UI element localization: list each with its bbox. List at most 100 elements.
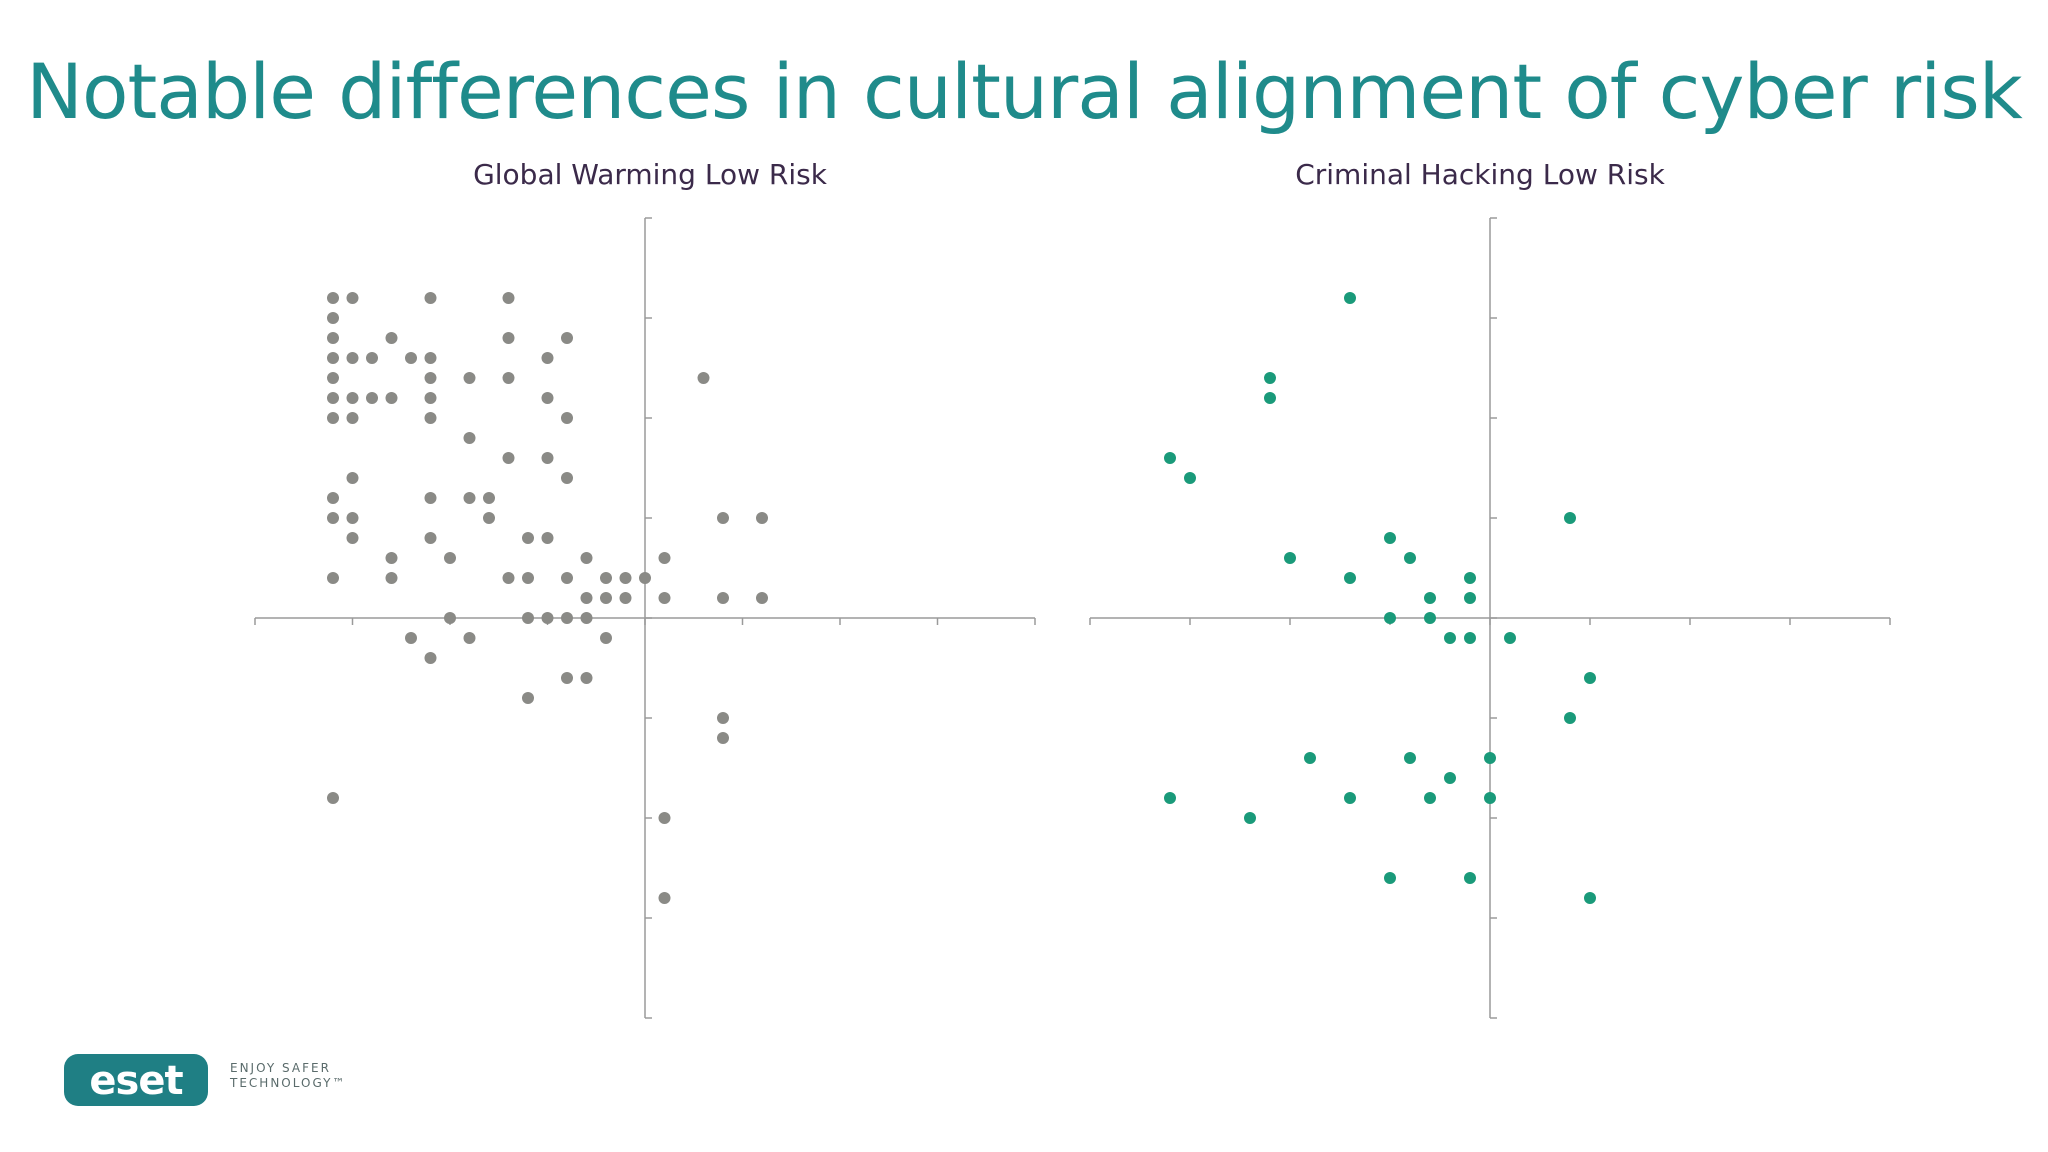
data-point	[502, 452, 515, 464]
data-point	[541, 532, 554, 544]
data-point	[346, 412, 359, 424]
data-point	[561, 412, 573, 424]
data-point	[463, 632, 476, 644]
data-point	[717, 592, 729, 604]
data-point	[327, 332, 339, 344]
chart-title: Criminal Hacking Low Risk	[1295, 158, 1665, 191]
data-point	[561, 612, 573, 624]
data-point	[522, 612, 534, 624]
data-point	[1464, 572, 1476, 584]
data-point	[1404, 552, 1416, 564]
data-point	[1484, 792, 1496, 804]
data-point	[346, 392, 359, 404]
data-point	[1284, 552, 1296, 564]
data-point	[327, 292, 339, 304]
data-point	[1484, 752, 1496, 764]
data-point	[1184, 472, 1196, 484]
data-point	[444, 552, 456, 564]
data-point	[424, 352, 437, 364]
data-point	[658, 812, 671, 824]
data-point	[1344, 572, 1356, 584]
data-point	[1464, 872, 1476, 884]
data-point	[1384, 612, 1396, 624]
data-point	[1164, 792, 1176, 804]
data-point	[1444, 772, 1456, 784]
data-point	[346, 472, 359, 484]
data-point	[424, 372, 437, 384]
data-point	[561, 332, 573, 344]
data-point	[658, 892, 671, 904]
data-point	[502, 572, 515, 584]
scatter-plot-criminal-hacking	[1089, 217, 1891, 1019]
data-point	[541, 352, 554, 364]
data-point	[1564, 712, 1576, 724]
data-point	[346, 292, 359, 304]
data-point	[327, 792, 339, 804]
data-point	[327, 572, 339, 584]
data-point	[366, 352, 378, 364]
data-point	[1344, 792, 1356, 804]
data-point	[405, 352, 417, 364]
data-point	[327, 392, 339, 404]
data-point	[483, 512, 495, 524]
data-point	[522, 692, 534, 704]
data-point	[541, 392, 554, 404]
data-point	[327, 512, 339, 524]
data-point	[717, 732, 729, 744]
data-point	[580, 552, 593, 564]
data-point	[619, 572, 632, 584]
data-point	[327, 492, 339, 504]
data-point	[522, 532, 534, 544]
data-point	[561, 472, 573, 484]
data-point	[1424, 612, 1436, 624]
data-point	[385, 552, 398, 564]
data-point	[1444, 632, 1456, 644]
data-point	[561, 572, 573, 584]
data-point	[600, 572, 612, 584]
data-point	[463, 432, 476, 444]
data-point	[541, 612, 554, 624]
data-point	[600, 632, 612, 644]
page-title: Notable differences in cultural alignmen…	[26, 47, 2023, 136]
data-point	[756, 512, 768, 524]
chart-global-warming: Global Warming Low Risk	[230, 150, 1070, 1020]
data-point	[385, 392, 398, 404]
data-point	[463, 492, 476, 504]
data-point	[1384, 872, 1396, 884]
data-point	[346, 512, 359, 524]
data-point	[346, 532, 359, 544]
data-point	[619, 592, 632, 604]
data-point	[717, 512, 729, 524]
data-point	[1384, 532, 1396, 544]
data-point	[1304, 752, 1316, 764]
data-point	[327, 312, 339, 324]
data-point	[1264, 372, 1276, 384]
data-point	[463, 372, 476, 384]
data-point	[1464, 632, 1476, 644]
data-point	[1264, 392, 1276, 404]
data-point	[717, 712, 729, 724]
data-point	[600, 592, 612, 604]
data-point	[424, 532, 437, 544]
data-point	[346, 352, 359, 364]
data-point	[658, 592, 671, 604]
data-point	[658, 552, 671, 564]
data-point	[1424, 592, 1436, 604]
data-point	[502, 292, 515, 304]
data-point	[385, 332, 398, 344]
data-point	[424, 492, 437, 504]
data-point	[580, 592, 593, 604]
tagline-line-2: TECHNOLOGY™	[230, 1076, 347, 1090]
data-point	[541, 452, 554, 464]
data-point	[444, 612, 456, 624]
data-point	[1424, 792, 1436, 804]
data-point	[756, 592, 768, 604]
data-point	[1504, 632, 1516, 644]
data-point	[385, 572, 398, 584]
scatter-plot-global-warming	[254, 217, 1036, 1019]
eset-logo-mark: eset	[64, 1054, 208, 1106]
data-point	[483, 492, 495, 504]
tagline-line-1: ENJOY SAFER	[230, 1061, 331, 1075]
chart-criminal-hacking: Criminal Hacking Low Risk	[1060, 150, 1900, 1020]
data-point	[1164, 452, 1176, 464]
